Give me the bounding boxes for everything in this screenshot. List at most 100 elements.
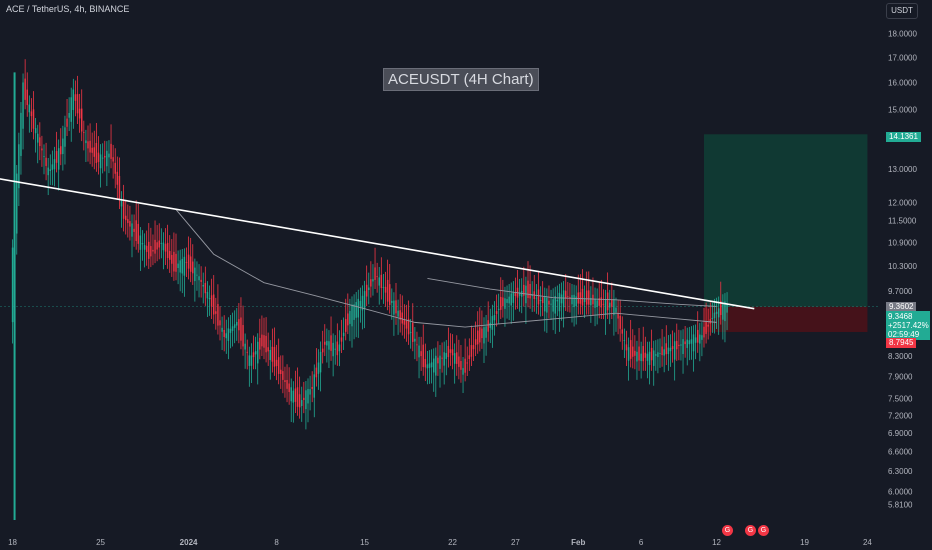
candle-body (223, 329, 225, 337)
candle (466, 346, 468, 377)
moving-average-upper-line (427, 278, 717, 307)
candle-body (560, 294, 563, 304)
candle-body (596, 300, 598, 308)
candle (711, 302, 714, 333)
candle-body (502, 297, 504, 307)
currency-unit-button[interactable]: USDT (886, 3, 918, 19)
candle (420, 336, 422, 371)
candle-body (112, 157, 114, 162)
candle (139, 227, 142, 271)
candle-body (177, 263, 179, 268)
candle (114, 148, 116, 189)
candle-body (497, 308, 500, 310)
event-marker-icon[interactable]: G (745, 525, 756, 536)
candle-body (267, 347, 269, 352)
candle (694, 324, 697, 360)
candle-body (286, 379, 288, 389)
time-tick-label: 6 (639, 538, 644, 547)
candle (676, 323, 678, 361)
candle-body (676, 340, 678, 350)
candle (606, 272, 609, 319)
candle-body (317, 362, 320, 374)
candle (432, 348, 435, 392)
candle-body (319, 351, 322, 373)
event-marker-icon[interactable]: G (722, 525, 733, 536)
candle (393, 292, 395, 336)
candle (20, 102, 22, 175)
candle (476, 311, 479, 354)
candle-body (506, 299, 508, 303)
candle-body (80, 108, 83, 132)
candle-body (453, 353, 456, 364)
candle (336, 323, 339, 366)
chart-title-annotation[interactable]: ACEUSDT (4H Chart) (383, 68, 539, 91)
candle (72, 78, 75, 129)
candle (242, 305, 244, 356)
candle-body (623, 340, 626, 342)
candle (619, 299, 621, 342)
candle-body (598, 298, 600, 306)
time-tick-label: 22 (448, 538, 457, 547)
candle (196, 261, 198, 291)
candle-body (546, 297, 548, 313)
candle-body (669, 347, 672, 352)
candle (407, 300, 410, 345)
candle-body (686, 339, 688, 348)
candle (560, 282, 563, 321)
candle-body (62, 138, 64, 155)
candle (68, 97, 70, 132)
candle (353, 294, 355, 340)
candle-body (43, 156, 45, 158)
target-zone (704, 134, 868, 307)
candle (701, 322, 703, 357)
candle-body (72, 89, 75, 111)
candle (623, 328, 626, 358)
candle-body (282, 371, 284, 380)
price-tick-label: 5.8100 (888, 501, 913, 510)
candle (386, 259, 389, 311)
candle (516, 269, 519, 309)
candle (445, 340, 448, 376)
candle (324, 324, 326, 357)
candle (510, 282, 512, 324)
candle (330, 316, 332, 361)
candle (533, 274, 536, 312)
candle-body (351, 304, 353, 327)
candle-body (539, 300, 542, 302)
candle (726, 292, 728, 331)
candle-body (581, 288, 584, 306)
candle (227, 317, 230, 360)
price-tick-label: 18.0000 (888, 30, 917, 39)
candle-body (386, 279, 389, 302)
candle (332, 333, 334, 377)
candle-body (357, 298, 360, 318)
candle-body (491, 316, 494, 330)
candle (135, 200, 137, 250)
candle (91, 132, 93, 167)
price-axis-ticks: 18.0000 17.0000 16.0000 15.0000 13.0000 12.00… (888, 30, 917, 510)
candle (409, 318, 412, 349)
time-tick-label: 24 (863, 538, 872, 547)
candle-body (104, 155, 106, 158)
price-tick-label: 12.0000 (888, 199, 917, 208)
candle (621, 316, 624, 350)
candle (500, 277, 502, 319)
candle-body (393, 300, 395, 315)
candle-body (537, 289, 540, 305)
candle (680, 330, 682, 361)
price-tick-label: 9.7000 (888, 287, 913, 296)
candle (579, 274, 582, 315)
candle (26, 72, 28, 117)
candle (598, 281, 600, 319)
time-tick-label: 12 (712, 538, 721, 547)
event-marker-icon[interactable]: G (758, 525, 769, 536)
candle-body (544, 297, 546, 312)
candle-body (569, 297, 571, 299)
candle (520, 278, 523, 314)
candle (634, 335, 636, 370)
candle-body (456, 352, 458, 364)
candle (204, 266, 207, 306)
candle-body (215, 311, 217, 314)
time-tick-label: Feb (571, 538, 585, 547)
